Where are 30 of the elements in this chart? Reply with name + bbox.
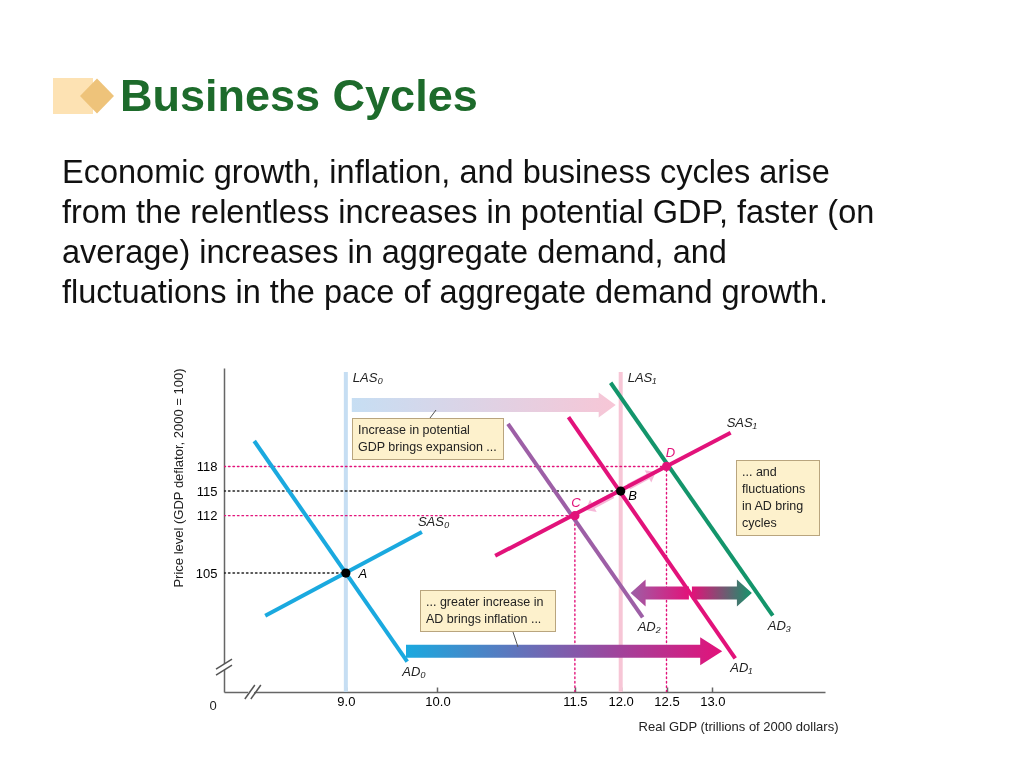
series-label: LAS₀	[352, 370, 384, 386]
series-label: AD₃	[766, 617, 791, 633]
annotation: Increase in potential GDP brings expansion ...	[352, 418, 504, 460]
chart-subtitle: Economic growth, inflation, and business cycles arise from the relentless increases in potential GDP, faster (on average) increases in aggregate demand, and fluctuations in the pace of aggregate demand growth.	[62, 153, 876, 312]
y-axis-title: Price level (GDP deflator, 2000 = 100)	[170, 368, 186, 588]
annotation: C	[571, 494, 582, 510]
y-tick-label: 112	[196, 508, 218, 524]
x-tick-label: 12.0	[608, 693, 634, 709]
x-tick-label: 13.0	[700, 693, 726, 709]
y-tick-label: 118	[196, 458, 218, 474]
x-axis-title: Real GDP (trillions of 2000 dollars)	[638, 718, 839, 734]
annotation: B	[628, 488, 638, 504]
x-tick-label: 10.0	[425, 693, 451, 709]
chart-title: Business Cycles	[120, 70, 478, 121]
series-label: AD₁	[729, 660, 753, 676]
series-label: SAS₁	[726, 414, 757, 430]
annotation: ... greater increase in AD brings inflation ...	[420, 590, 556, 632]
series-label: SAS₀	[417, 514, 450, 530]
annotation: D	[665, 445, 676, 461]
x-tick-label: 9.0	[337, 693, 356, 709]
series-label: LAS₁	[627, 370, 657, 386]
annotation: A	[357, 566, 368, 582]
y-tick-label: 115	[196, 483, 218, 499]
text: 0	[209, 697, 217, 713]
y-tick-label: 105	[195, 565, 218, 581]
x-tick-label: 12.5	[654, 693, 680, 709]
x-tick-label: 11.5	[563, 693, 588, 709]
annotation: ... and fluctuations in AD bring cycles	[736, 460, 820, 536]
series-label: AD₀	[401, 663, 427, 679]
legend-label: AD₂	[636, 619, 661, 635]
